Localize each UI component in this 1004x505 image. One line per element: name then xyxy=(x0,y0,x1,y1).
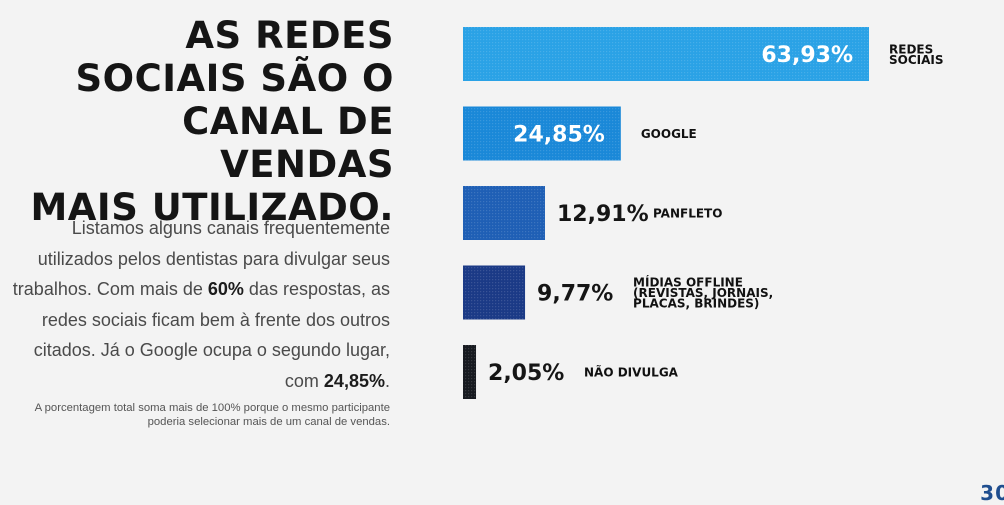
bar-texture xyxy=(463,106,621,161)
bar-value-label: 9,77% xyxy=(537,282,613,307)
bar-value-label: 24,85% xyxy=(513,123,605,148)
category-label: NÃO DIVULGA xyxy=(584,365,679,380)
bar-texture xyxy=(463,27,869,81)
description-highlight: 60% xyxy=(207,279,244,299)
description-highlight: 24,85% xyxy=(323,370,385,391)
description-text: Listamos alguns canais frequentemente ut… xyxy=(12,218,390,299)
bar-texture xyxy=(463,345,477,399)
bar-texture xyxy=(463,265,526,320)
page-number: 30 xyxy=(980,481,1004,505)
title-line: AS REDES xyxy=(185,14,394,57)
footnote: A porcentagem total soma mais de 100% po… xyxy=(34,402,390,428)
bar-value-label: 63,93% xyxy=(761,43,853,68)
page-title: AS REDES SOCIAIS SÃO O CANAL DE VENDAS M… xyxy=(4,14,394,229)
title-line: SOCIAIS SÃO O xyxy=(75,57,394,100)
description-paragraph: Listamos alguns canais frequentemente ut… xyxy=(10,213,390,396)
title-line: MAIS UTILIZADO. xyxy=(30,186,394,229)
category-label: PANFLETO xyxy=(653,207,722,221)
bar-texture xyxy=(463,186,545,240)
bar-value-label: 2,05% xyxy=(488,361,564,386)
title-line: CANAL DE VENDAS xyxy=(182,100,394,186)
category-label: REDES SOCIAIS xyxy=(889,42,944,67)
category-label: GOOGLE xyxy=(641,127,697,141)
description-text: das respostas, as redes sociais ficam be… xyxy=(33,279,390,391)
bar-value-label: 12,91% xyxy=(557,202,649,227)
category-label: MÍDIAS OFFLINE (REVISTAS, JORNAIS, PLACAS,… xyxy=(633,275,773,311)
description-text: . xyxy=(384,370,390,391)
